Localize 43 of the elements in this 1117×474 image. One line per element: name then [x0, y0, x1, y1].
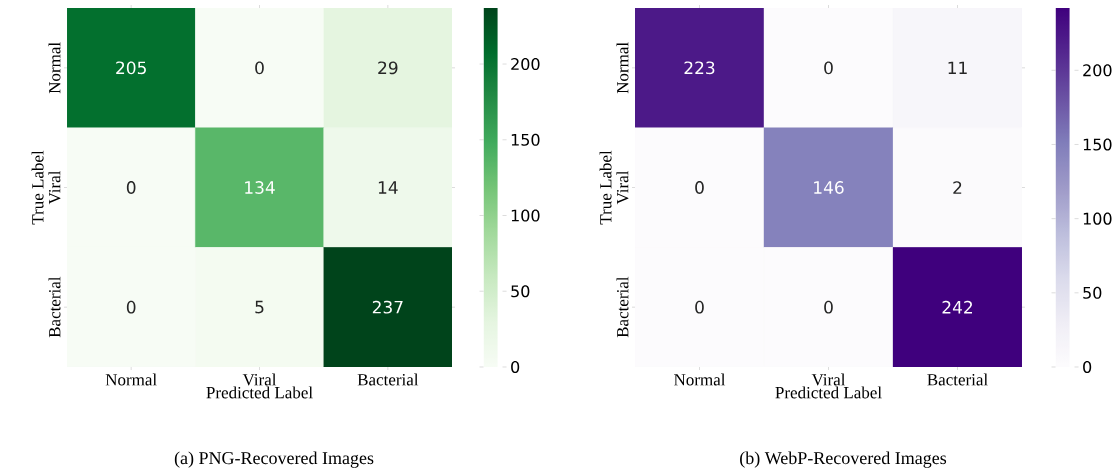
- color-bar-label: 200: [1083, 64, 1112, 77]
- data-label: 0: [824, 61, 833, 75]
- color-bar-label: 100: [511, 209, 540, 222]
- x-tick-label: Viral: [242, 373, 277, 386]
- x-tick-label: Normal: [674, 373, 726, 386]
- data-label: 29: [378, 61, 398, 75]
- x-tick-label: Bacterial: [927, 373, 988, 386]
- data-label: 0: [126, 300, 136, 314]
- y-tick-label: Bacterial: [48, 276, 61, 338]
- data-label: 223: [684, 61, 715, 75]
- color-bar-label: 200: [511, 57, 540, 71]
- x-axis-title: Predicted Label: [775, 386, 882, 399]
- data-label: 0: [824, 300, 833, 314]
- color-bar-label: 100: [1083, 212, 1112, 225]
- data-label: 5: [255, 300, 264, 314]
- y-tick-label: Normal: [616, 42, 629, 94]
- color-bar-label: 150: [1083, 138, 1112, 151]
- data-label: 11: [948, 61, 967, 75]
- color-bar-label: 150: [511, 133, 540, 146]
- color-bar-label: 0: [1083, 360, 1092, 374]
- data-label: 242: [942, 300, 973, 314]
- x-axis-title: Predicted Label: [206, 386, 313, 399]
- y-tick-label: Bacterial: [616, 276, 629, 338]
- y-tick-label: Normal: [48, 42, 61, 94]
- data-label: 0: [695, 300, 704, 314]
- y-axis-title: True Label: [31, 150, 44, 225]
- x-tick-label: Bacterial: [357, 373, 419, 386]
- y-axis-title: True Label: [599, 150, 612, 225]
- x-tick-label: Normal: [105, 373, 157, 386]
- x-tick-label: Viral: [811, 373, 846, 386]
- color-bar-label: 50: [1083, 286, 1102, 299]
- text: (b) WebP-Recovered Images: [740, 451, 947, 468]
- data-label: 237: [372, 300, 403, 314]
- text: (a) PNG-Recovered Images: [174, 451, 374, 468]
- data-label: 0: [695, 181, 704, 194]
- y-tick-label: Viral: [48, 170, 61, 205]
- y-tick-label: Viral: [616, 170, 629, 205]
- color-bar-label: 50: [511, 285, 530, 298]
- color-bar-label: 0: [511, 360, 520, 374]
- data-label: 0: [255, 61, 264, 75]
- data-label: 146: [814, 181, 844, 194]
- data-label: 134: [245, 181, 275, 194]
- data-label: 205: [116, 61, 146, 75]
